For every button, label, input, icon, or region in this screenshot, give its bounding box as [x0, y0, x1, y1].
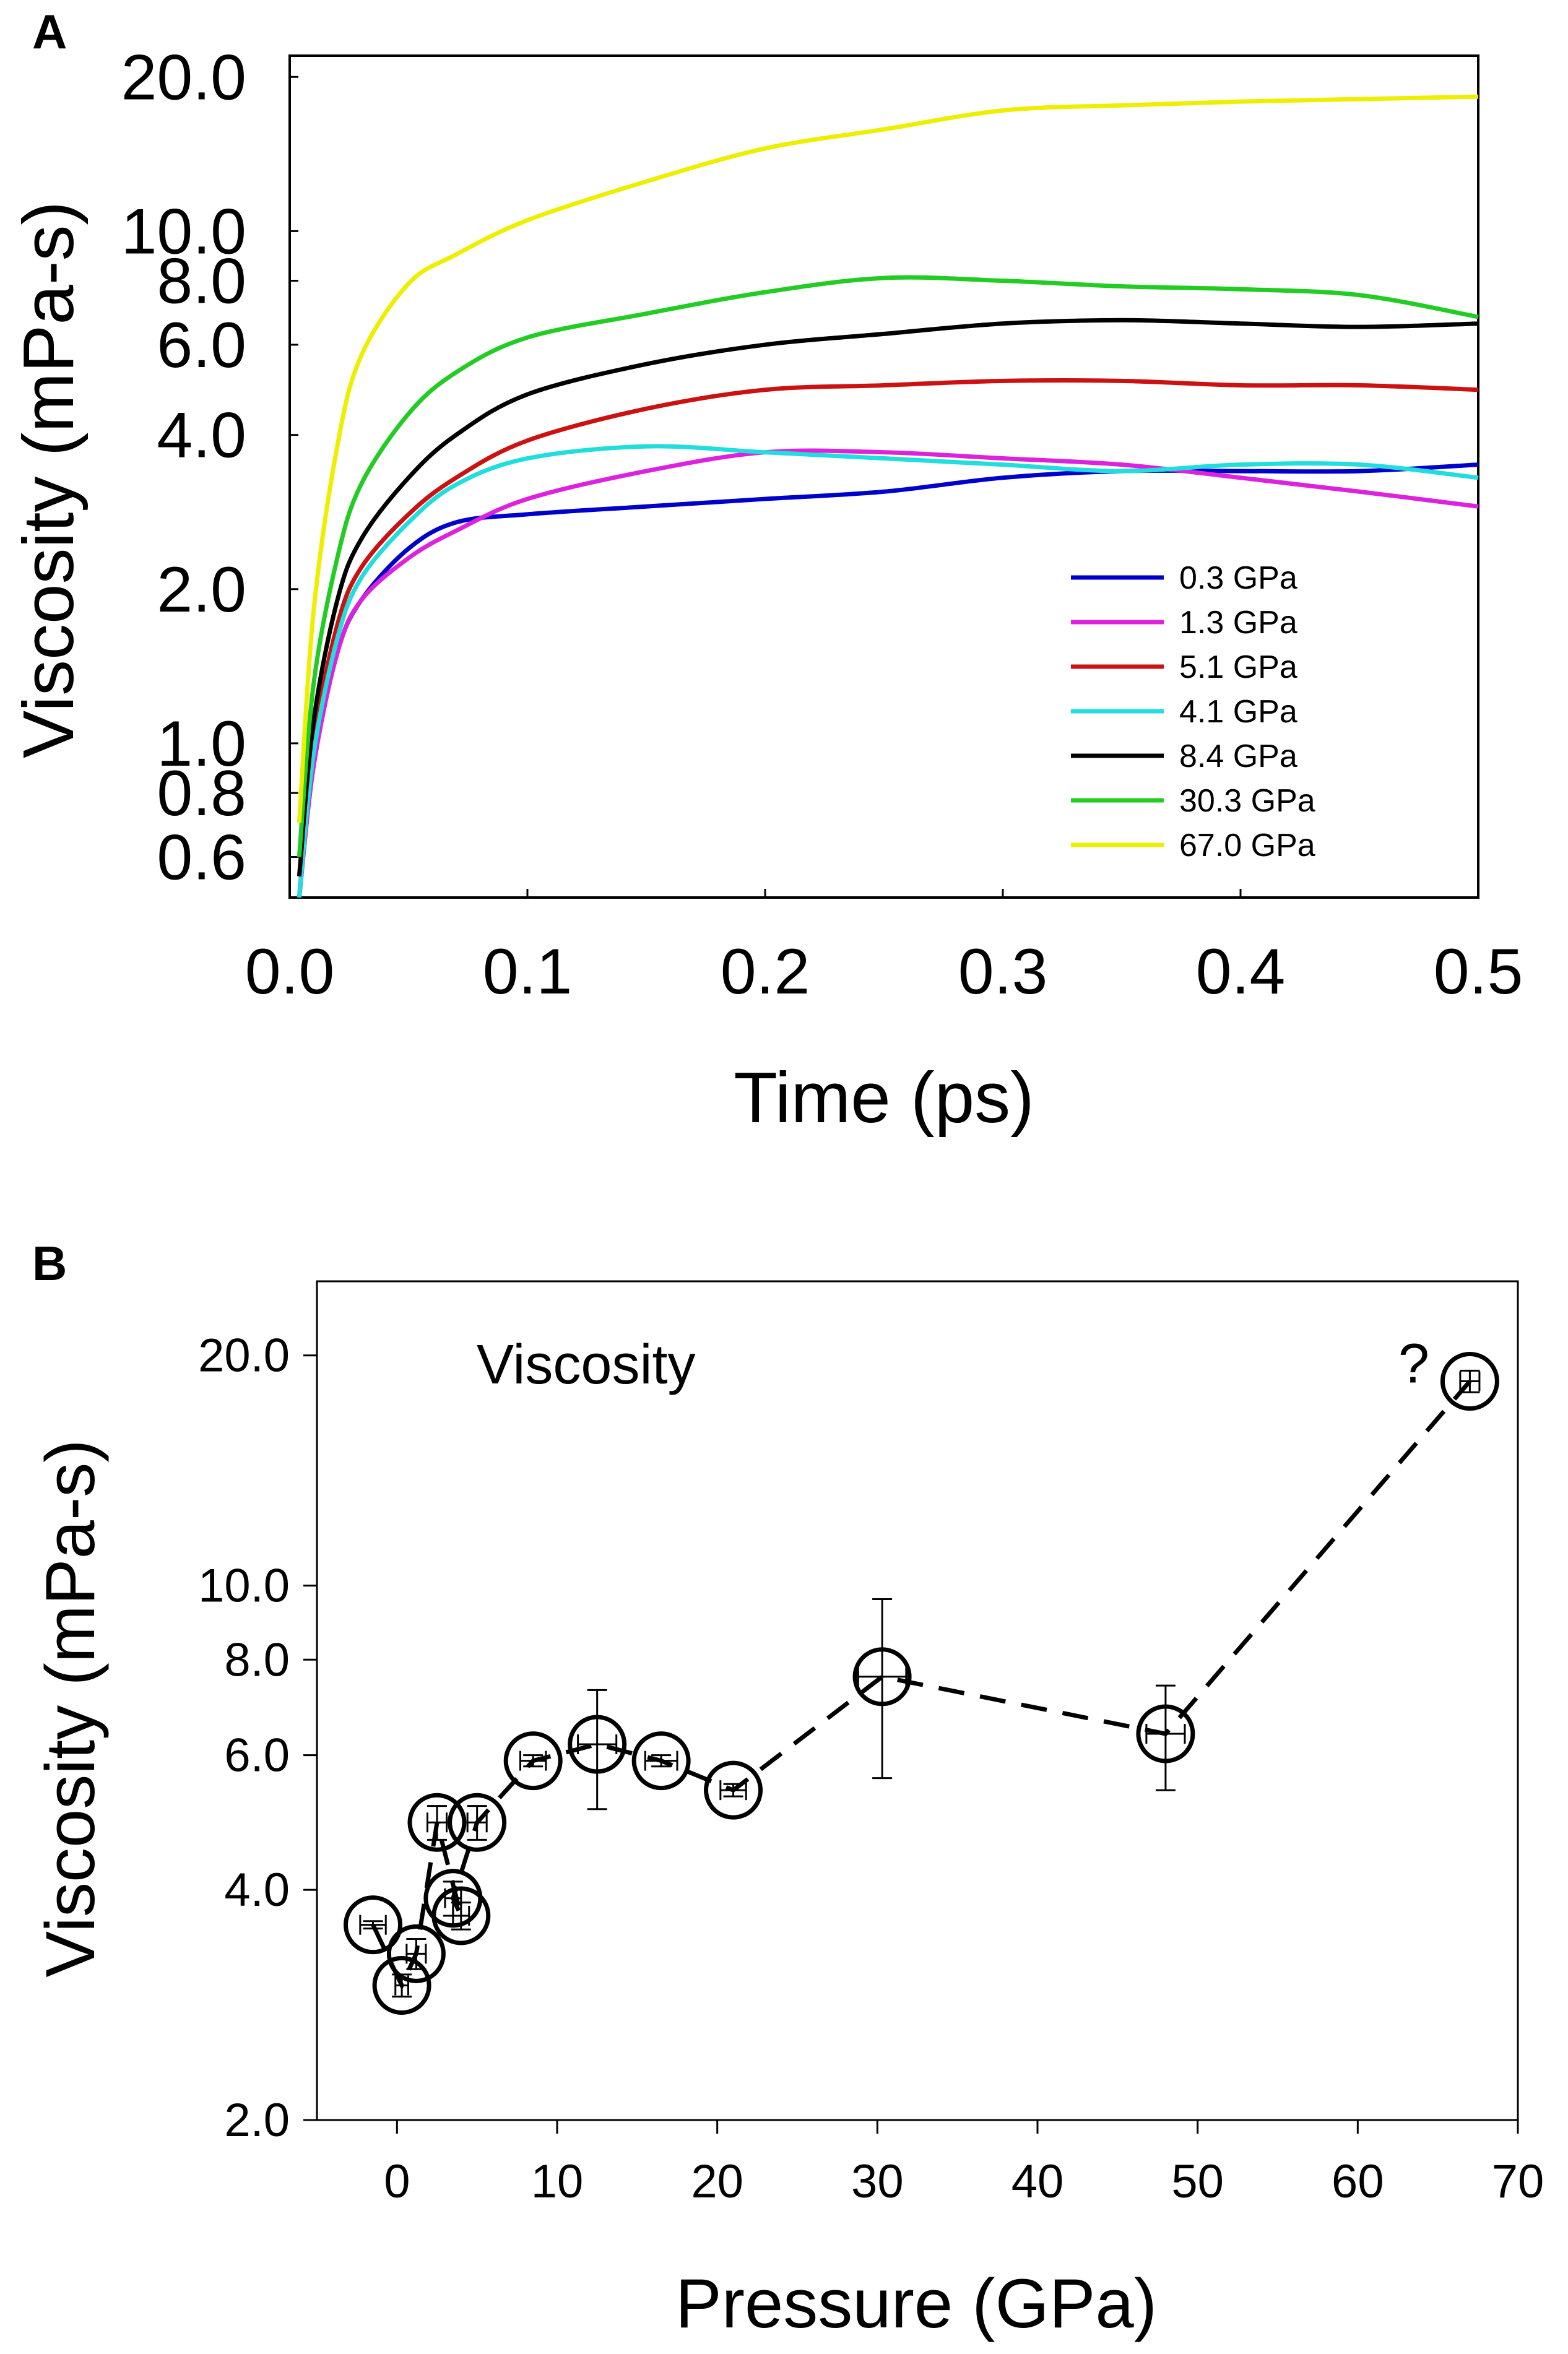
- point-marker: [631, 1731, 691, 1791]
- panel-b-question-annotation: ?: [1398, 1333, 1429, 1395]
- data-point: [372, 1955, 431, 2015]
- a-x-tick-label: 0.0: [245, 936, 335, 1008]
- data-point: [631, 1731, 691, 1791]
- a-y-tick-label: 4.0: [157, 400, 246, 472]
- b-y-tick-label: 6.0: [224, 1729, 290, 1782]
- b-x-tick-label: 70: [1492, 2155, 1544, 2208]
- panel-b-x-ticks: 0 10 20 30 40 50 60 70: [384, 2120, 1544, 2208]
- panel-a: A 0.0 0.1 0.2 0.3 0.4 0.5 0.60.81.02.04.06.08…: [8, 4, 1523, 1138]
- series-line-8-4-gpa: [297, 318, 1479, 877]
- b-x-tick-label: 0: [384, 2155, 410, 2208]
- legend-label-5-1-gpa: 5.1 GPa: [1179, 649, 1297, 685]
- a-y-tick-label: 8.0: [157, 246, 246, 318]
- panel-b-frame: [316, 1280, 1519, 2121]
- series-line-67-0-gpa: [297, 94, 1479, 823]
- data-point: [852, 1598, 912, 1780]
- panel-a-x-axis-title: Time (ps): [734, 1057, 1034, 1138]
- point-marker: [344, 1895, 403, 1955]
- panel-a-label: A: [32, 4, 67, 59]
- legend-label-0-3-gpa: 0.3 GPa: [1179, 560, 1297, 596]
- panel-a-legend: 0.3 GPa 1.3 GPa 5.1 GPa 4.1 GPa 8.4 GPa 30.3 …: [1071, 560, 1315, 863]
- panel-b-y-ticks: 2.0 4.0 6.0 8.0 10.0 20.0: [198, 1330, 317, 2147]
- panel-b-dashed-connector: [371, 1380, 1472, 1991]
- point-marker: [448, 1793, 507, 1852]
- b-y-tick-label: 2.0: [224, 2094, 290, 2147]
- data-point: [568, 1689, 627, 1811]
- b-y-tick-label: 4.0: [224, 1864, 290, 1916]
- panel-b-x-axis-title: Pressure (GPa): [675, 2265, 1157, 2342]
- b-x-tick-label: 30: [851, 2155, 904, 2208]
- a-y-tick-label: 0.6: [157, 821, 246, 893]
- legend-label-4-1-gpa: 4.1 GPa: [1179, 694, 1297, 730]
- a-y-tick-label: 0.8: [157, 758, 246, 829]
- data-point: [704, 1760, 763, 1820]
- a-y-tick-label: 20.0: [121, 41, 246, 113]
- panel-b-label: B: [32, 1236, 67, 1291]
- b-x-tick-label: 20: [691, 2155, 743, 2208]
- a-x-tick-label: 0.2: [721, 936, 810, 1008]
- data-point: [407, 1793, 467, 1852]
- legend-label-8-4-gpa: 8.4 GPa: [1179, 738, 1297, 774]
- legend-label-1-3-gpa: 1.3 GPa: [1179, 605, 1297, 641]
- b-x-tick-label: 60: [1332, 2155, 1384, 2208]
- a-y-tick-label: 2.0: [157, 554, 246, 626]
- a-x-tick-label: 0.5: [1434, 936, 1523, 1008]
- a-y-tick-label: 6.0: [157, 309, 246, 381]
- panel-b-y-axis-title: Viscosity (mPa-s): [32, 1439, 109, 1977]
- dashed-connector-line: [371, 1380, 1472, 1991]
- panel-b: B Viscosity 0 10 20 30 40 50 60 70 2.0 4.0 6.0 8.0…: [32, 1236, 1544, 2342]
- a-x-tick-label: 0.1: [483, 936, 573, 1008]
- point-marker: [431, 1886, 491, 1945]
- point-marker: [1136, 1704, 1195, 1763]
- data-point: [503, 1731, 563, 1791]
- point-marker: [568, 1715, 627, 1774]
- legend-label-67-0-gpa: 67.0 GPa: [1179, 828, 1315, 863]
- point-marker: [407, 1793, 467, 1852]
- data-point: [431, 1886, 491, 1945]
- panel-a-y-axis-title: Viscosity (mPa-s): [8, 201, 89, 758]
- data-point: [448, 1793, 507, 1852]
- panel-a-series: [297, 94, 1479, 898]
- series-line-30-3-gpa: [297, 275, 1479, 857]
- panel-a-x-ticks: 0.0 0.1 0.2 0.3 0.4 0.5: [245, 889, 1523, 1008]
- series-line-1-3-gpa: [297, 448, 1479, 898]
- a-x-tick-label: 0.4: [1196, 936, 1286, 1008]
- a-y-tick-label: 1.0: [157, 708, 246, 780]
- point-marker: [503, 1731, 563, 1791]
- panel-b-points: [344, 1352, 1499, 2015]
- b-y-tick-label: 10.0: [198, 1560, 290, 1612]
- b-x-tick-label: 50: [1171, 2155, 1224, 2208]
- point-marker: [704, 1760, 763, 1820]
- panel-a-y-ticks: 0.60.81.0 2.0 4.0 6.08.010.0 20.0: [121, 41, 298, 893]
- data-point: [1136, 1684, 1195, 1791]
- a-y-tick-label: 10.0: [121, 196, 246, 267]
- b-x-tick-label: 10: [531, 2155, 584, 2208]
- series-line-5-1-gpa: [297, 378, 1479, 898]
- b-y-tick-label: 20.0: [198, 1330, 290, 1382]
- a-x-tick-label: 0.3: [958, 936, 1048, 1008]
- series-line-4-1-gpa: [297, 444, 1479, 898]
- point-marker: [386, 1924, 446, 1983]
- data-point: [386, 1924, 446, 1983]
- data-point: [1440, 1352, 1499, 1411]
- b-y-tick-label: 8.0: [224, 1634, 290, 1686]
- point-marker: [852, 1647, 912, 1707]
- point-marker: [1440, 1352, 1499, 1411]
- data-point: [344, 1895, 403, 1955]
- b-x-tick-label: 40: [1011, 2155, 1064, 2208]
- legend-label-30-3-gpa: 30.3 GPa: [1179, 783, 1315, 819]
- point-marker: [372, 1955, 431, 2015]
- panel-b-inset-title: Viscosity: [477, 1334, 695, 1396]
